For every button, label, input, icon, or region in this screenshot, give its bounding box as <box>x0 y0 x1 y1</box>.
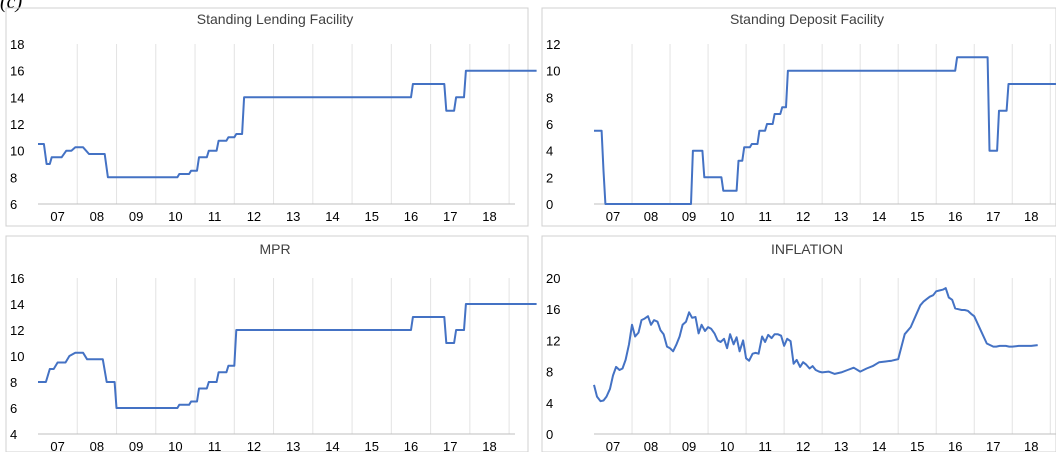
x-tick-label: 13 <box>286 209 300 224</box>
y-tick-label: 4 <box>10 427 17 442</box>
x-tick-label: 14 <box>325 439 339 452</box>
x-tick-label: 08 <box>644 439 658 452</box>
x-tick-label: 07 <box>50 209 64 224</box>
x-tick-label: 17 <box>443 439 457 452</box>
x-tick-label: 08 <box>644 209 658 224</box>
chart-panel-3: MPR 07 08 09 10 11 12 13 14 15 16 17 18 4 6 8 10 12 14 16 <box>5 235 537 452</box>
series-line-1 <box>38 69 537 179</box>
y-tick-label: 16 <box>10 64 24 79</box>
x-tick-label: 07 <box>606 439 620 452</box>
y-tick-label: 18 <box>10 37 24 52</box>
y-tick-label: 8 <box>546 365 553 380</box>
x-tick-label: 16 <box>404 209 418 224</box>
y-tick-label: 8 <box>10 375 17 390</box>
x-tick-label: 17 <box>986 209 1000 224</box>
x-tick-label: 12 <box>247 439 261 452</box>
y-tick-label: 12 <box>10 323 24 338</box>
x-tick-label: 15 <box>364 439 378 452</box>
x-tick-label: 08 <box>90 439 104 452</box>
x-tick-label: 09 <box>129 439 143 452</box>
x-tick-label: 11 <box>758 439 772 452</box>
x-tick-label: 18 <box>482 209 496 224</box>
x-tick-label: 13 <box>834 439 848 452</box>
y-tick-label: 16 <box>546 302 560 317</box>
chart-title: Standing Lending Facility <box>197 11 353 27</box>
series-line-1 <box>593 287 1038 403</box>
chart-title: INFLATION <box>771 241 843 257</box>
x-tick-label: 17 <box>986 439 1000 452</box>
x-tick-label: 08 <box>90 209 104 224</box>
x-tick-label: 07 <box>50 439 64 452</box>
y-tick-label: 12 <box>546 37 560 52</box>
x-tick-label: 10 <box>168 209 182 224</box>
x-tick-label: 13 <box>834 209 848 224</box>
y-tick-label: 4 <box>546 396 553 411</box>
x-tick-label: 10 <box>720 439 734 452</box>
y-tick-label: 14 <box>10 90 24 105</box>
x-tick-label: 16 <box>404 439 418 452</box>
series-line-1 <box>594 56 1056 205</box>
y-tick-label: 10 <box>10 349 24 364</box>
y-tick-label: 6 <box>10 197 17 212</box>
panel-border <box>541 7 1056 227</box>
x-tick-label: 18 <box>1024 209 1038 224</box>
y-tick-label: 12 <box>10 117 24 132</box>
x-tick-label: 11 <box>208 209 222 224</box>
y-tick-label: 10 <box>10 144 24 159</box>
x-tick-label: 09 <box>682 209 696 224</box>
x-tick-label: 11 <box>208 439 222 452</box>
y-tick-label: 20 <box>546 271 560 286</box>
panel-border <box>5 7 529 227</box>
x-tick-label: 07 <box>606 209 620 224</box>
chart-panel-1: Standing Lending Facility 07 08 09 10 11 12 13 1… <box>5 7 537 227</box>
x-tick-label: 10 <box>168 439 182 452</box>
y-tick-label: 12 <box>546 333 560 348</box>
x-tick-label: 10 <box>720 209 734 224</box>
x-tick-label: 11 <box>758 209 772 224</box>
x-tick-label: 12 <box>796 439 810 452</box>
panel-border <box>5 235 529 452</box>
x-tick-label: 15 <box>910 209 924 224</box>
y-tick-label: 16 <box>10 271 24 286</box>
y-tick-label: 6 <box>546 117 553 132</box>
chart-title: Standing Deposit Facility <box>730 11 884 27</box>
x-tick-label: 09 <box>129 209 143 224</box>
chart-title: MPR <box>259 241 290 257</box>
x-tick-label: 16 <box>948 439 962 452</box>
y-tick-label: 6 <box>10 401 17 416</box>
x-tick-label: 14 <box>872 209 886 224</box>
x-tick-label: 12 <box>796 209 810 224</box>
x-tick-label: 15 <box>910 439 924 452</box>
y-tick-label: 14 <box>10 297 24 312</box>
y-tick-label: 8 <box>10 170 17 185</box>
y-tick-label: 4 <box>546 144 553 159</box>
y-tick-label: 10 <box>546 64 560 79</box>
chart-panel-4: INFLATION 07 08 09 10 11 12 13 14 15 16 17 18 0 4 8 12 16… <box>541 235 1056 452</box>
y-tick-label: 0 <box>546 427 553 442</box>
x-tick-label: 09 <box>682 439 696 452</box>
x-tick-label: 12 <box>247 209 261 224</box>
x-tick-label: 18 <box>1024 439 1038 452</box>
x-tick-label: 15 <box>364 209 378 224</box>
x-tick-label: 14 <box>872 439 886 452</box>
y-tick-label: 0 <box>546 197 553 212</box>
x-tick-label: 18 <box>482 439 496 452</box>
series-line-1 <box>38 303 537 409</box>
x-tick-label: 17 <box>443 209 457 224</box>
x-tick-label: 16 <box>948 209 962 224</box>
x-tick-label: 14 <box>325 209 339 224</box>
y-tick-label: 8 <box>546 90 553 105</box>
y-tick-label: 2 <box>546 170 553 185</box>
x-tick-label: 13 <box>286 439 300 452</box>
panel-border <box>541 235 1056 452</box>
